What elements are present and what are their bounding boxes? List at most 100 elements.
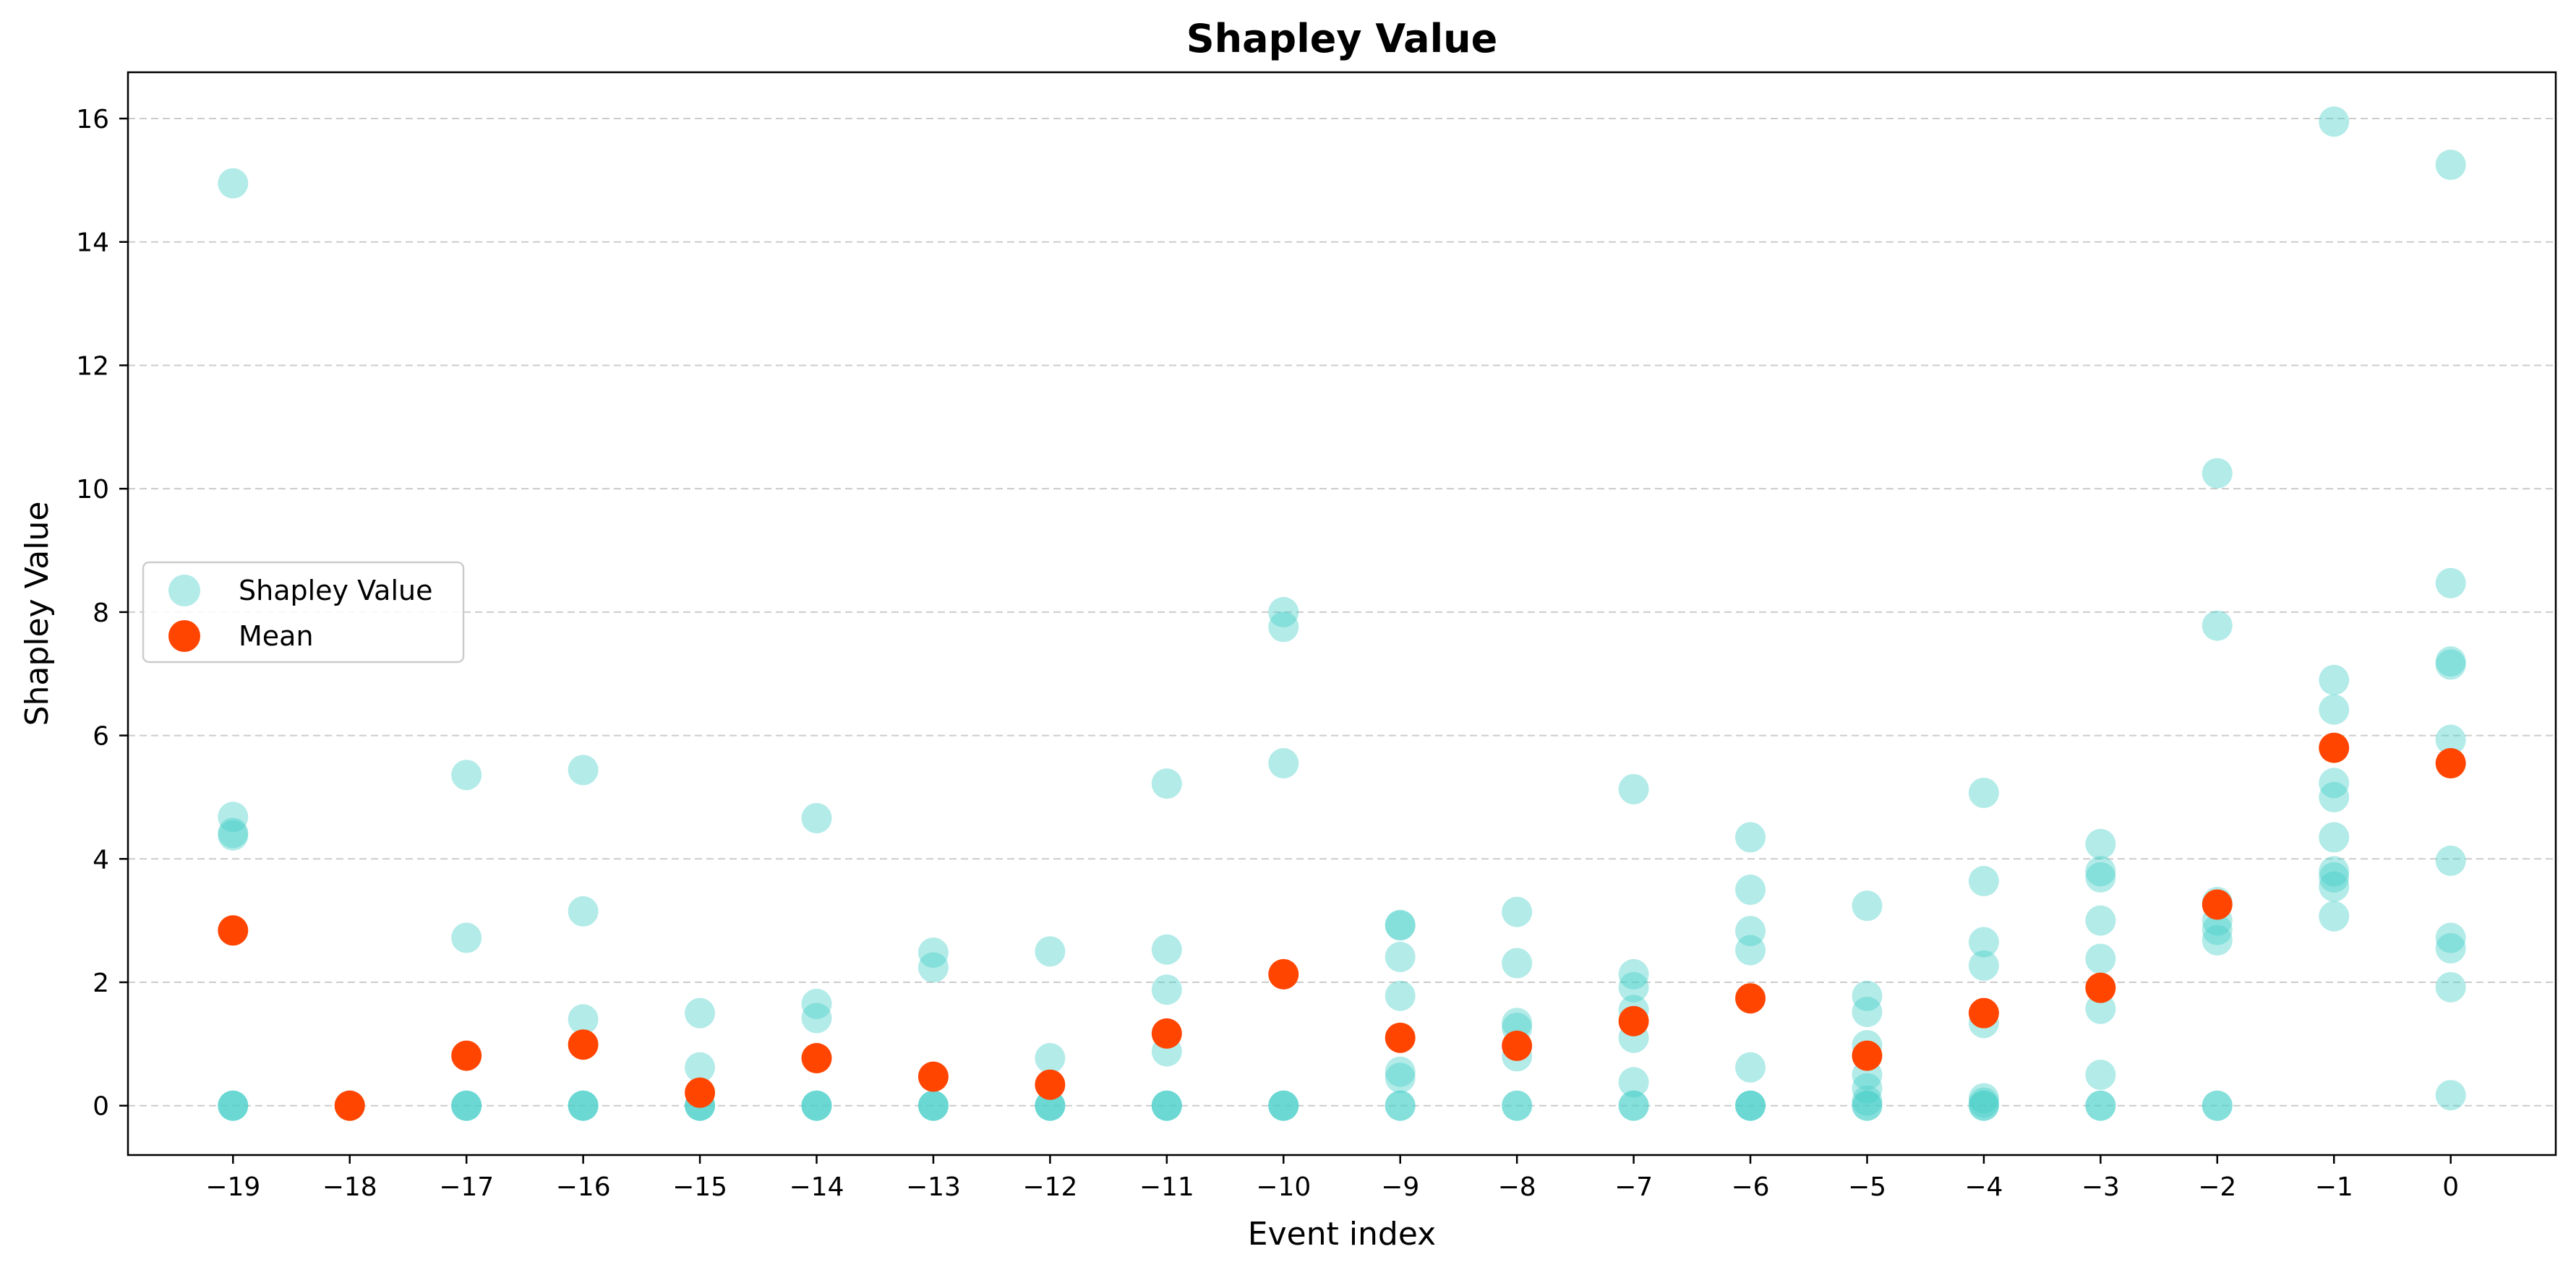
point-shapley-value <box>1151 768 1182 799</box>
point-shapley-value <box>1035 1090 1066 1121</box>
x-axis-label: Event index <box>1248 1216 1436 1253</box>
x-tick-label: −13 <box>906 1172 961 1202</box>
point-shapley-value <box>2085 828 2116 859</box>
point-shapley-value <box>2319 856 2350 887</box>
y-tick-label: 4 <box>93 845 109 875</box>
point-shapley-value <box>2085 993 2116 1024</box>
point-shapley-value <box>1968 927 1999 958</box>
data-points <box>218 106 2466 1121</box>
point-mean <box>2201 889 2233 920</box>
point-shapley-value <box>568 896 599 927</box>
point-mean <box>1268 958 1299 989</box>
point-shapley-value <box>1385 1062 1416 1094</box>
point-shapley-value <box>1735 916 1766 947</box>
point-shapley-value <box>2085 905 2116 936</box>
point-shapley-value <box>1968 777 1999 808</box>
point-shapley-value <box>801 802 832 833</box>
point-shapley-value <box>801 1090 832 1121</box>
legend-label-mean: Mean <box>239 620 314 652</box>
point-shapley-value <box>2435 933 2466 964</box>
point-shapley-value <box>1735 822 1766 853</box>
point-shapley-value <box>568 755 599 786</box>
point-mean <box>801 1042 832 1073</box>
point-shapley-value <box>218 1090 249 1121</box>
point-mean <box>1385 1022 1416 1053</box>
x-tick-label: −15 <box>672 1172 727 1202</box>
x-tick-label: −12 <box>1022 1172 1077 1202</box>
point-shapley-value <box>1151 1090 1182 1121</box>
point-shapley-value <box>2435 646 2466 677</box>
point-shapley-value <box>1035 1042 1066 1073</box>
x-tick-label: −6 <box>1732 1172 1770 1202</box>
y-tick-label: 12 <box>76 351 109 381</box>
chart-title: Shapley Value <box>1186 16 1497 61</box>
point-shapley-value <box>2319 862 2350 893</box>
point-mean <box>685 1077 716 1108</box>
point-shapley-value <box>451 922 482 953</box>
point-shapley-value <box>2435 649 2466 680</box>
point-mean <box>1968 997 1999 1029</box>
x-tick-label: −11 <box>1139 1172 1194 1202</box>
point-shapley-value <box>1968 1083 1999 1114</box>
point-shapley-value <box>801 988 832 1019</box>
point-mean <box>1035 1069 1066 1100</box>
point-shapley-value <box>2435 1080 2466 1111</box>
point-shapley-value <box>218 168 249 199</box>
x-tick-label: −9 <box>1381 1172 1419 1202</box>
x-tick-label: −19 <box>205 1172 260 1202</box>
point-shapley-value <box>917 952 949 983</box>
point-shapley-value <box>1268 1090 1299 1121</box>
x-tick-label: −4 <box>1964 1172 2003 1202</box>
point-shapley-value <box>1735 935 1766 966</box>
point-shapley-value <box>1268 1090 1299 1121</box>
point-shapley-value <box>218 817 249 849</box>
point-mean <box>917 1061 949 1092</box>
point-shapley-value <box>801 1003 832 1034</box>
point-shapley-value <box>2201 924 2233 956</box>
point-mean <box>451 1040 482 1071</box>
y-tick-label: 2 <box>93 969 109 998</box>
point-shapley-value <box>2319 901 2350 932</box>
x-tick-label: −7 <box>1614 1172 1653 1202</box>
point-shapley-value <box>2085 1090 2116 1121</box>
point-shapley-value <box>2319 768 2350 799</box>
point-shapley-value <box>451 1090 482 1121</box>
point-shapley-value <box>1852 1073 1883 1104</box>
point-shapley-value <box>1618 1090 1649 1121</box>
point-shapley-value <box>1968 866 1999 897</box>
point-shapley-value <box>2435 567 2466 598</box>
point-shapley-value <box>1852 1085 1883 1116</box>
y-tick-label: 14 <box>76 228 109 258</box>
point-mean <box>568 1029 599 1060</box>
point-shapley-value <box>685 997 716 1029</box>
point-shapley-value <box>1385 942 1416 973</box>
point-shapley-value <box>1968 1090 1999 1121</box>
point-shapley-value <box>1968 950 1999 981</box>
point-shapley-value <box>1852 890 1883 922</box>
point-shapley-value <box>2319 664 2350 695</box>
point-shapley-value <box>1385 1090 1416 1121</box>
point-shapley-value <box>1618 1067 1649 1098</box>
point-shapley-value <box>1618 958 1649 989</box>
x-tick-label: −5 <box>1848 1172 1886 1202</box>
point-shapley-value <box>2319 871 2350 902</box>
x-tick-label: −3 <box>2081 1172 2120 1202</box>
point-shapley-value <box>1268 596 1299 627</box>
point-shapley-value <box>2201 1090 2233 1121</box>
point-shapley-value <box>218 802 249 833</box>
point-shapley-value <box>1268 747 1299 778</box>
point-shapley-value <box>1735 1090 1766 1121</box>
x-tick-label: −2 <box>2198 1172 2236 1202</box>
point-shapley-value <box>2085 1090 2116 1121</box>
point-shapley-value <box>451 1090 482 1121</box>
point-mean <box>1618 1005 1649 1036</box>
legend-marker-shapley-value <box>168 575 200 606</box>
point-shapley-value <box>1385 980 1416 1011</box>
point-shapley-value <box>1502 896 1533 927</box>
point-shapley-value <box>2085 856 2116 887</box>
x-tick-label: 0 <box>2442 1172 2459 1202</box>
point-shapley-value <box>1735 1052 1766 1083</box>
point-shapley-value <box>568 1090 599 1121</box>
point-shapley-value <box>917 1090 949 1121</box>
